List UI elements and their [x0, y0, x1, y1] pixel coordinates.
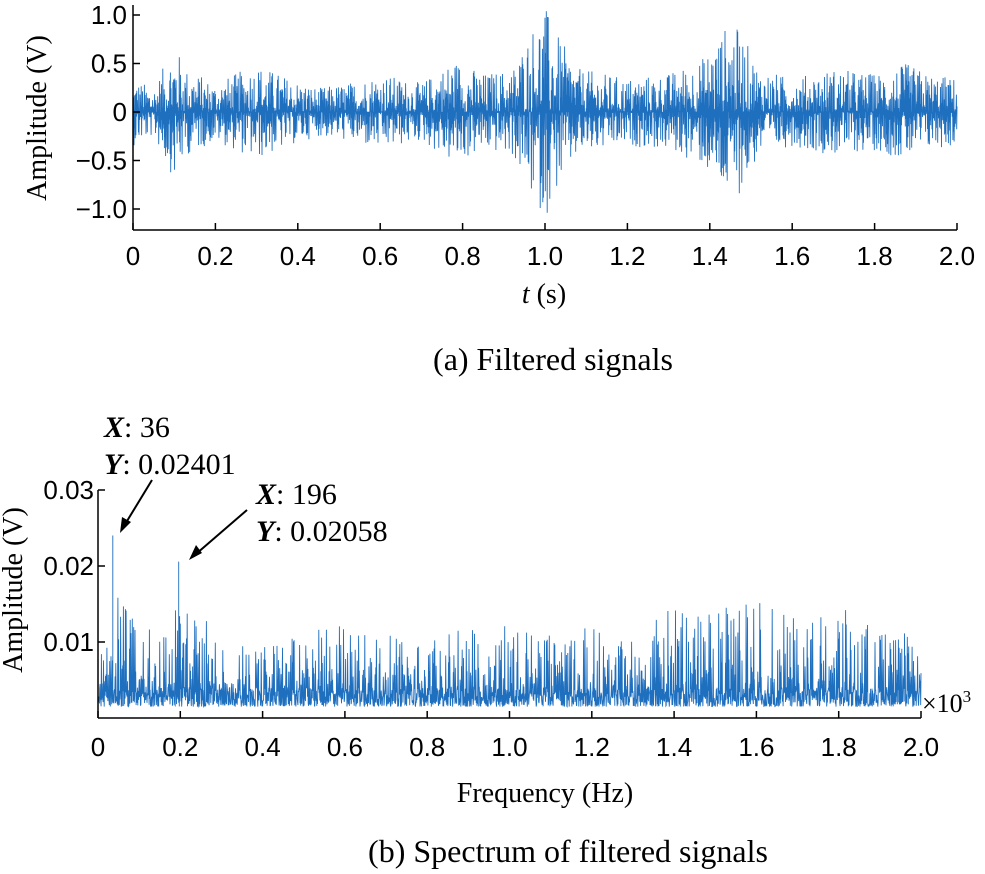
x-ticks-b: 0 0.2 0.4 0.6 0.8 1.0 1.2 1.4 1.6 1.8 2.0	[91, 711, 939, 762]
x-tick-label-a: 1.4	[692, 241, 728, 271]
x-tick-label-a: 1.6	[774, 241, 810, 271]
y-tick-label-a: 0	[113, 97, 127, 127]
x-tick-label-b: 1.0	[491, 732, 527, 762]
x-tick-label-b: 1.8	[821, 732, 857, 762]
annotation-1-arrowhead	[120, 517, 131, 533]
x-ticks-a: 0 0.2 0.4 0.6 0.8 1.0 1.2 1.4 1.6 1.8 2.0	[126, 223, 975, 271]
x-tick-label-b: 0.6	[327, 732, 363, 762]
x-tick-label-a: 1.8	[857, 241, 893, 271]
y-tick-label-a: 1.0	[91, 0, 127, 30]
x-tick-label-b: 1.6	[738, 732, 774, 762]
panel-a: 0 0.2 0.4 0.6 0.8 1.0 1.2 1.4 1.6 1.8 2.0 −1.0 −0.5…	[22, 0, 975, 377]
x-tick-label-a: 0	[126, 241, 140, 271]
x-scale-multiplier: ×103	[922, 687, 971, 718]
spectrum-line-b	[97, 535, 922, 709]
y-tick-label-b: 0.01	[43, 627, 94, 657]
x-tick-label-a: 1.2	[609, 241, 645, 271]
y-tick-label-a: −0.5	[76, 146, 127, 176]
spectrum-trace-b	[97, 535, 922, 709]
annotation-1-x: X: 36	[103, 411, 170, 444]
x-tick-label-a: 0.4	[280, 241, 316, 271]
caption-b: (b) Spectrum of filtered signals	[368, 833, 768, 869]
y-tick-label-b: 0.03	[43, 475, 94, 505]
x-tick-label-a: 0.2	[197, 241, 233, 271]
signal-trace-a	[132, 11, 958, 213]
y-tick-label-a: 0.5	[91, 49, 127, 79]
x-tick-label-b: 1.4	[656, 732, 692, 762]
annotation-2-arrow	[195, 509, 248, 555]
x-tick-label-b: 2.0	[903, 732, 939, 762]
y-axis-label-a: Amplitude (V)	[22, 35, 53, 201]
panel-b: 0 0.2 0.4 0.6 0.8 1.0 1.2 1.4 1.6 1.8 2.0 0.01 0.02…	[0, 411, 971, 869]
y-axis-label-b: Amplitude (V)	[0, 507, 29, 673]
x-tick-label-b: 0	[91, 732, 105, 762]
x-tick-label-a: 2.0	[939, 241, 975, 271]
x-tick-label-a: 0.8	[445, 241, 481, 271]
x-tick-label-b: 0.4	[245, 732, 281, 762]
x-tick-label-a: 1.0	[527, 241, 563, 271]
y-tick-label-b: 0.02	[43, 551, 94, 581]
annotation-peak-1: X: 36 Y: 0.02401	[103, 411, 236, 533]
x-tick-label-a: 0.6	[362, 241, 398, 271]
x-tick-label-b: 0.2	[162, 732, 198, 762]
caption-a: (a) Filtered signals	[433, 341, 673, 377]
x-axis-label-b: Frequency (Hz)	[457, 778, 633, 809]
annotation-1-y: Y: 0.02401	[104, 448, 236, 481]
annotation-2-x: X: 196	[255, 478, 337, 511]
annotation-1-arrow	[123, 479, 153, 527]
x-tick-label-b: 1.2	[574, 732, 610, 762]
y-tick-label-a: −1.0	[76, 194, 127, 224]
annotation-2-arrowhead	[189, 545, 202, 560]
y-ticks-a: −1.0 −0.5 0 0.5 1.0	[76, 0, 140, 224]
annotation-peak-2: X: 196 Y: 0.02058	[189, 478, 388, 560]
x-axis-label-a: t (s)	[522, 279, 566, 310]
signal-line-a	[132, 11, 958, 213]
annotation-2-y: Y: 0.02058	[256, 515, 388, 548]
y-ticks-b: 0.01 0.02 0.03	[43, 475, 105, 657]
x-tick-label-b: 0.8	[409, 732, 445, 762]
